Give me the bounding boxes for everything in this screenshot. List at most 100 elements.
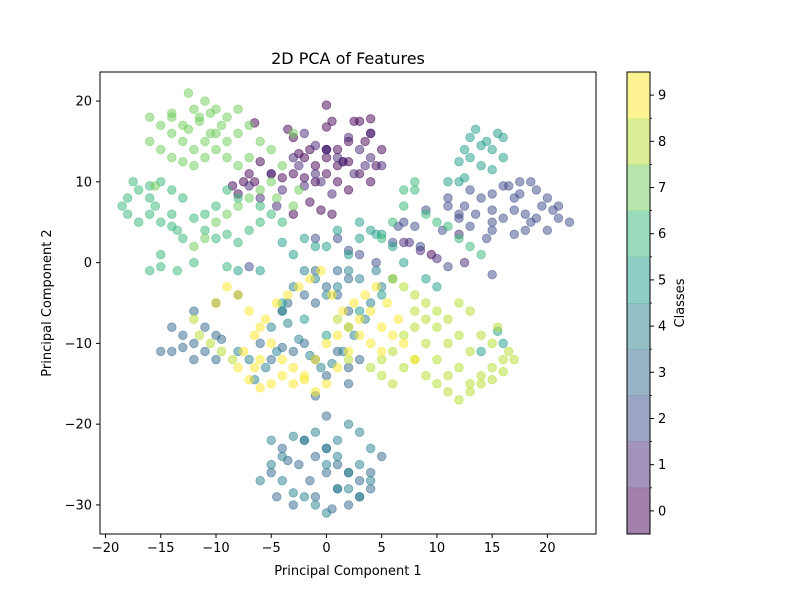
- scatter-point-class-4: [354, 492, 365, 502]
- scatter-point-class-7: [288, 128, 299, 139]
- scatter-point-class-6: [443, 221, 453, 231]
- scatter-point-class-5: [492, 128, 503, 139]
- scatter-point-class-2: [487, 217, 497, 227]
- scatter-point-class-0: [376, 144, 387, 155]
- scatter-point-class-2: [470, 209, 481, 219]
- colorbar-segment-8: [627, 118, 650, 165]
- scatter-point-class-2: [542, 193, 553, 203]
- scatter-point-class-1: [360, 160, 370, 171]
- scatter-point-class-8: [376, 354, 387, 365]
- scatter-point-class-9: [288, 362, 299, 373]
- scatter-point-class-8: [399, 282, 409, 292]
- scatter-point-class-1: [365, 128, 376, 139]
- x-tick-label: 15: [484, 541, 501, 556]
- scatter-point-class-7: [200, 96, 210, 106]
- scatter-point-class-8: [399, 330, 409, 341]
- x-tick-label: −10: [202, 541, 229, 556]
- scatter-point-class-7: [288, 201, 299, 211]
- scatter-point-class-0: [321, 152, 332, 163]
- plot-frame: [99, 71, 597, 535]
- scatter-point-class-5: [481, 136, 492, 147]
- colorbar-tick-label: 7: [658, 181, 666, 196]
- scatter-point-class-8: [476, 379, 486, 389]
- y-tick-label: 10: [75, 175, 92, 190]
- scatter-point-class-5: [354, 217, 365, 227]
- scatter-point-class-2: [371, 257, 381, 268]
- scatter-point-class-6: [167, 185, 177, 195]
- scatter-point-class-8: [410, 290, 420, 300]
- scatter-point-class-5: [233, 265, 243, 276]
- scatter-point-class-7: [294, 185, 304, 195]
- scatter-point-class-9: [277, 370, 287, 381]
- scatter-point-class-4: [266, 459, 276, 470]
- colorbar-tick-label: 8: [658, 135, 666, 150]
- scatter-point-class-4: [299, 435, 310, 446]
- scatter-point-class-2: [443, 201, 453, 211]
- scatter-point-class-2: [498, 213, 508, 223]
- scatter-point-class-3: [354, 354, 365, 365]
- scatter-point-class-9: [288, 379, 299, 389]
- scatter-point-class-9: [255, 322, 265, 332]
- scatter-point-class-4: [261, 362, 271, 373]
- scatter-point-class-9: [211, 298, 221, 308]
- colorbar-tick-label: 3: [658, 366, 666, 381]
- scatter-point-class-3: [310, 492, 321, 502]
- scatter-points: [117, 88, 575, 518]
- scatter-point-class-2: [515, 177, 525, 187]
- scatter-point-class-3: [354, 475, 365, 486]
- scatter-point-class-2: [415, 241, 426, 252]
- scatter-point-class-1: [316, 177, 326, 187]
- colorbar-segments: [627, 72, 650, 535]
- scatter-point-class-6: [156, 217, 166, 227]
- scatter-point-class-9: [365, 338, 376, 349]
- scatter-point-class-7: [244, 152, 254, 163]
- x-axis-label: Principal Component 1: [274, 564, 421, 579]
- scatter-point-class-7: [233, 160, 243, 171]
- scatter-point-class-8: [432, 306, 442, 316]
- scatter-point-class-9: [388, 330, 398, 341]
- scatter-point-class-7: [216, 120, 227, 131]
- scatter-point-class-6: [133, 217, 144, 227]
- scatter-point-class-9: [321, 379, 332, 389]
- scatter-point-class-4: [354, 427, 365, 437]
- scatter-point-class-4: [321, 508, 332, 518]
- scatter-point-class-6: [222, 185, 232, 195]
- scatter-point-class-2: [244, 261, 254, 272]
- scatter-point-class-5: [459, 173, 470, 183]
- scatter-point-class-2: [399, 217, 409, 227]
- scatter-point-class-9: [222, 282, 232, 292]
- scatter-point-class-3: [200, 322, 210, 332]
- scatter-point-class-8: [465, 306, 475, 316]
- colorbar-segment-0: [627, 487, 650, 535]
- scatter-point-class-6: [167, 209, 177, 219]
- scatter-point-class-7: [211, 144, 221, 155]
- colorbar-tick-label: 5: [658, 273, 666, 288]
- scatter-point-class-6: [388, 217, 398, 227]
- scatter-point-class-8: [476, 330, 486, 341]
- y-tick-label: 0: [84, 256, 92, 271]
- scatter-point-class-1: [432, 253, 442, 264]
- scatter-point-class-7: [255, 185, 265, 195]
- scatter-point-class-5: [476, 346, 486, 357]
- scatter-point-class-9: [233, 362, 243, 373]
- scatter-point-class-1: [321, 144, 332, 155]
- scatter-point-class-8: [454, 330, 464, 341]
- scatter-point-class-1: [299, 128, 310, 139]
- scatter-point-class-7: [222, 209, 232, 219]
- scatter-point-class-0: [343, 185, 354, 195]
- scatter-point-class-5: [288, 249, 299, 260]
- scatter-point-class-7: [222, 152, 232, 163]
- scatter-point-class-1: [376, 160, 387, 171]
- scatter-point-class-9: [354, 314, 365, 324]
- scatter-point-class-9: [244, 306, 254, 316]
- scatter-point-class-8: [399, 362, 409, 373]
- scatter-point-class-4: [332, 451, 343, 462]
- x-tick-label: 10: [429, 541, 446, 556]
- scatter-point-class-7: [222, 112, 232, 122]
- scatter-point-class-3: [178, 330, 188, 341]
- scatter-point-class-8: [343, 354, 354, 365]
- scatter-point-class-0: [277, 173, 287, 183]
- scatter-point-class-8: [376, 370, 387, 381]
- scatter-point-class-6: [178, 193, 188, 203]
- colorbar-ticks: 0 1 2 3 4 5 6 7 8 9: [650, 89, 666, 519]
